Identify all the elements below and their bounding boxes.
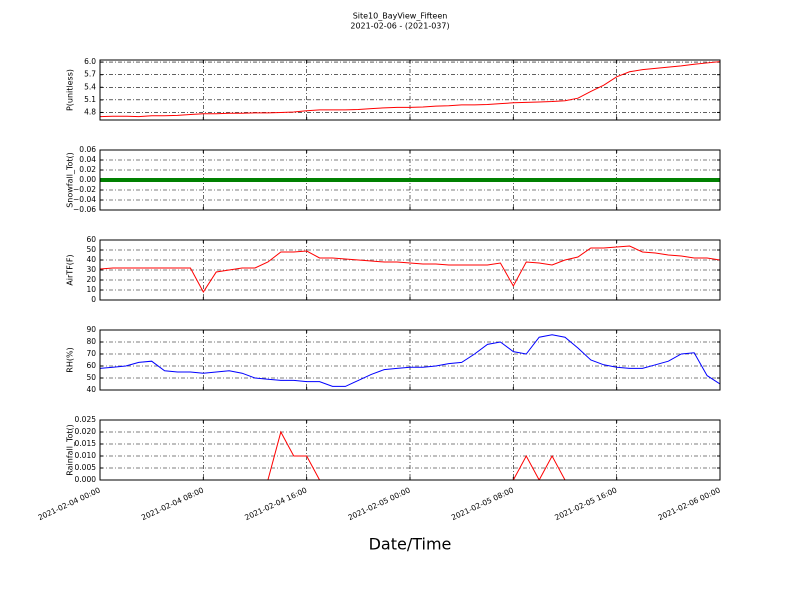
y-tick-label: −0.04 [73, 195, 96, 204]
y-tick-label: 0.06 [79, 145, 96, 154]
y-tick-label: 50 [86, 245, 96, 254]
y-axis-label: Snowfall_Tot() [66, 152, 75, 208]
chart-subtitle: 2021-02-06 - (2021-037) [350, 22, 449, 31]
y-tick-label: 6.0 [84, 57, 96, 66]
panel-frame [99, 329, 721, 391]
y-tick-label: 40 [86, 385, 96, 394]
y-tick-label: 50 [86, 373, 96, 382]
y-tick-label: 4.8 [84, 107, 96, 116]
y-tick-label: 90 [86, 325, 96, 334]
y-tick-label: 70 [86, 349, 96, 358]
y-tick-label: 0.015 [75, 439, 97, 448]
y-axis-label: P(unitless) [66, 69, 75, 111]
y-tick-label: 30 [86, 265, 96, 274]
panel-frame [99, 239, 721, 301]
panel-frame [99, 59, 721, 121]
panel-frame [99, 419, 721, 481]
y-tick-label: 10 [86, 285, 96, 294]
chart-title: Site10_BayView_Fifteen [353, 12, 448, 21]
y-tick-label: 0.010 [75, 451, 97, 460]
y-tick-label: 5.7 [84, 70, 96, 79]
y-axis-label: RH(%) [66, 347, 75, 372]
y-tick-label: 5.1 [84, 95, 96, 104]
y-tick-label: 0.020 [75, 427, 97, 436]
y-tick-label: 5.4 [84, 82, 96, 91]
data-line [100, 61, 720, 118]
x-axis-label: Date/Time [369, 535, 452, 554]
y-tick-label: 40 [86, 255, 96, 264]
data-line [100, 245, 720, 293]
y-tick-label: 0.04 [79, 155, 96, 164]
y-tick-label: 0.000 [75, 475, 97, 484]
data-line [100, 334, 720, 387]
y-tick-label: 80 [86, 337, 96, 346]
y-tick-label: 0.00 [79, 175, 96, 184]
panel-frame [99, 149, 721, 211]
y-tick-label: 0.005 [75, 463, 97, 472]
y-axis-label: AirTF(F) [66, 254, 75, 285]
y-tick-label: 0 [91, 295, 96, 304]
y-tick-label: −0.06 [73, 205, 96, 214]
y-axis-label: Rainfall_Tot() [66, 424, 75, 476]
y-tick-label: 60 [86, 361, 96, 370]
y-tick-label: 0.025 [75, 415, 97, 424]
y-tick-label: 0.02 [79, 165, 96, 174]
y-tick-label: 20 [86, 275, 96, 284]
y-tick-label: −0.02 [73, 185, 96, 194]
y-tick-label: 60 [86, 235, 96, 244]
